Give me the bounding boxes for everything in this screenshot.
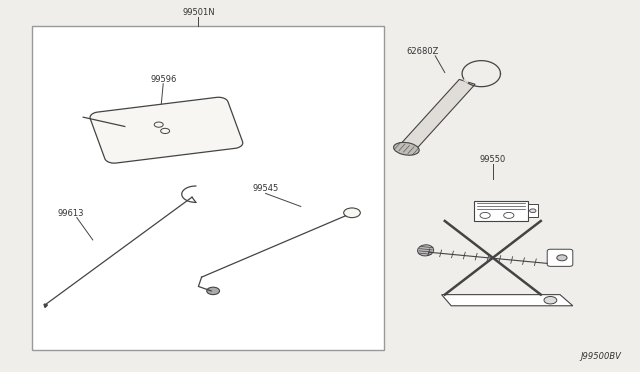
Ellipse shape [394,142,419,155]
Circle shape [154,122,163,127]
Text: 62680Z: 62680Z [406,47,439,56]
Polygon shape [90,97,243,163]
Polygon shape [442,295,573,306]
Circle shape [207,287,220,295]
Ellipse shape [417,245,434,256]
Text: 99550: 99550 [479,155,506,164]
Text: 99501N: 99501N [182,8,214,17]
Text: J99500BV: J99500BV [580,352,621,361]
Circle shape [529,209,536,213]
Bar [32,26,384,350]
FancyBboxPatch shape [547,249,573,266]
Circle shape [504,212,514,218]
Circle shape [344,208,360,218]
Circle shape [557,255,567,261]
Bar [474,201,528,221]
Circle shape [480,212,490,218]
Text: 99596: 99596 [150,75,177,84]
Bar [528,204,538,217]
Circle shape [161,128,170,134]
Polygon shape [399,79,475,151]
Circle shape [544,296,557,304]
Text: 99545: 99545 [253,185,279,193]
Text: 99613: 99613 [58,209,84,218]
